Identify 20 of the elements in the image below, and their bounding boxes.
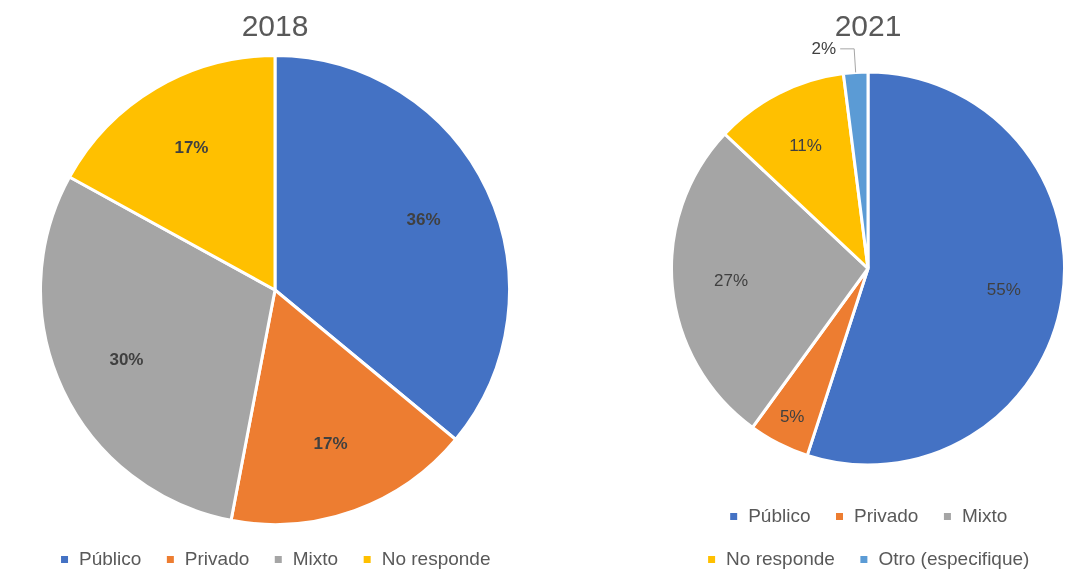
data-label: 17% [313, 434, 348, 454]
data-label: 27% [714, 271, 749, 291]
chart-title: 2021 [834, 9, 902, 43]
data-label: 55% [986, 279, 1021, 299]
data-label: 11% [789, 135, 822, 155]
legend-label: No responde [726, 547, 835, 569]
data-label: 36% [406, 209, 441, 229]
data-label: 17% [174, 138, 209, 158]
legend-label: Otro (especifique) [878, 547, 1030, 569]
legend-label: Privado [184, 547, 250, 569]
legend-label: Público [79, 547, 142, 569]
legend-label: Mixto [292, 547, 339, 569]
legend-label: No responde [381, 547, 491, 569]
legend-label: Público [748, 504, 811, 526]
data-label: 5% [779, 407, 805, 427]
data-label: 30% [109, 349, 144, 369]
legend-label: Privado [854, 504, 919, 526]
legend-label: Mixto [961, 504, 1008, 526]
data-label: 2% [811, 38, 837, 58]
chart-title: 2018 [241, 9, 309, 43]
